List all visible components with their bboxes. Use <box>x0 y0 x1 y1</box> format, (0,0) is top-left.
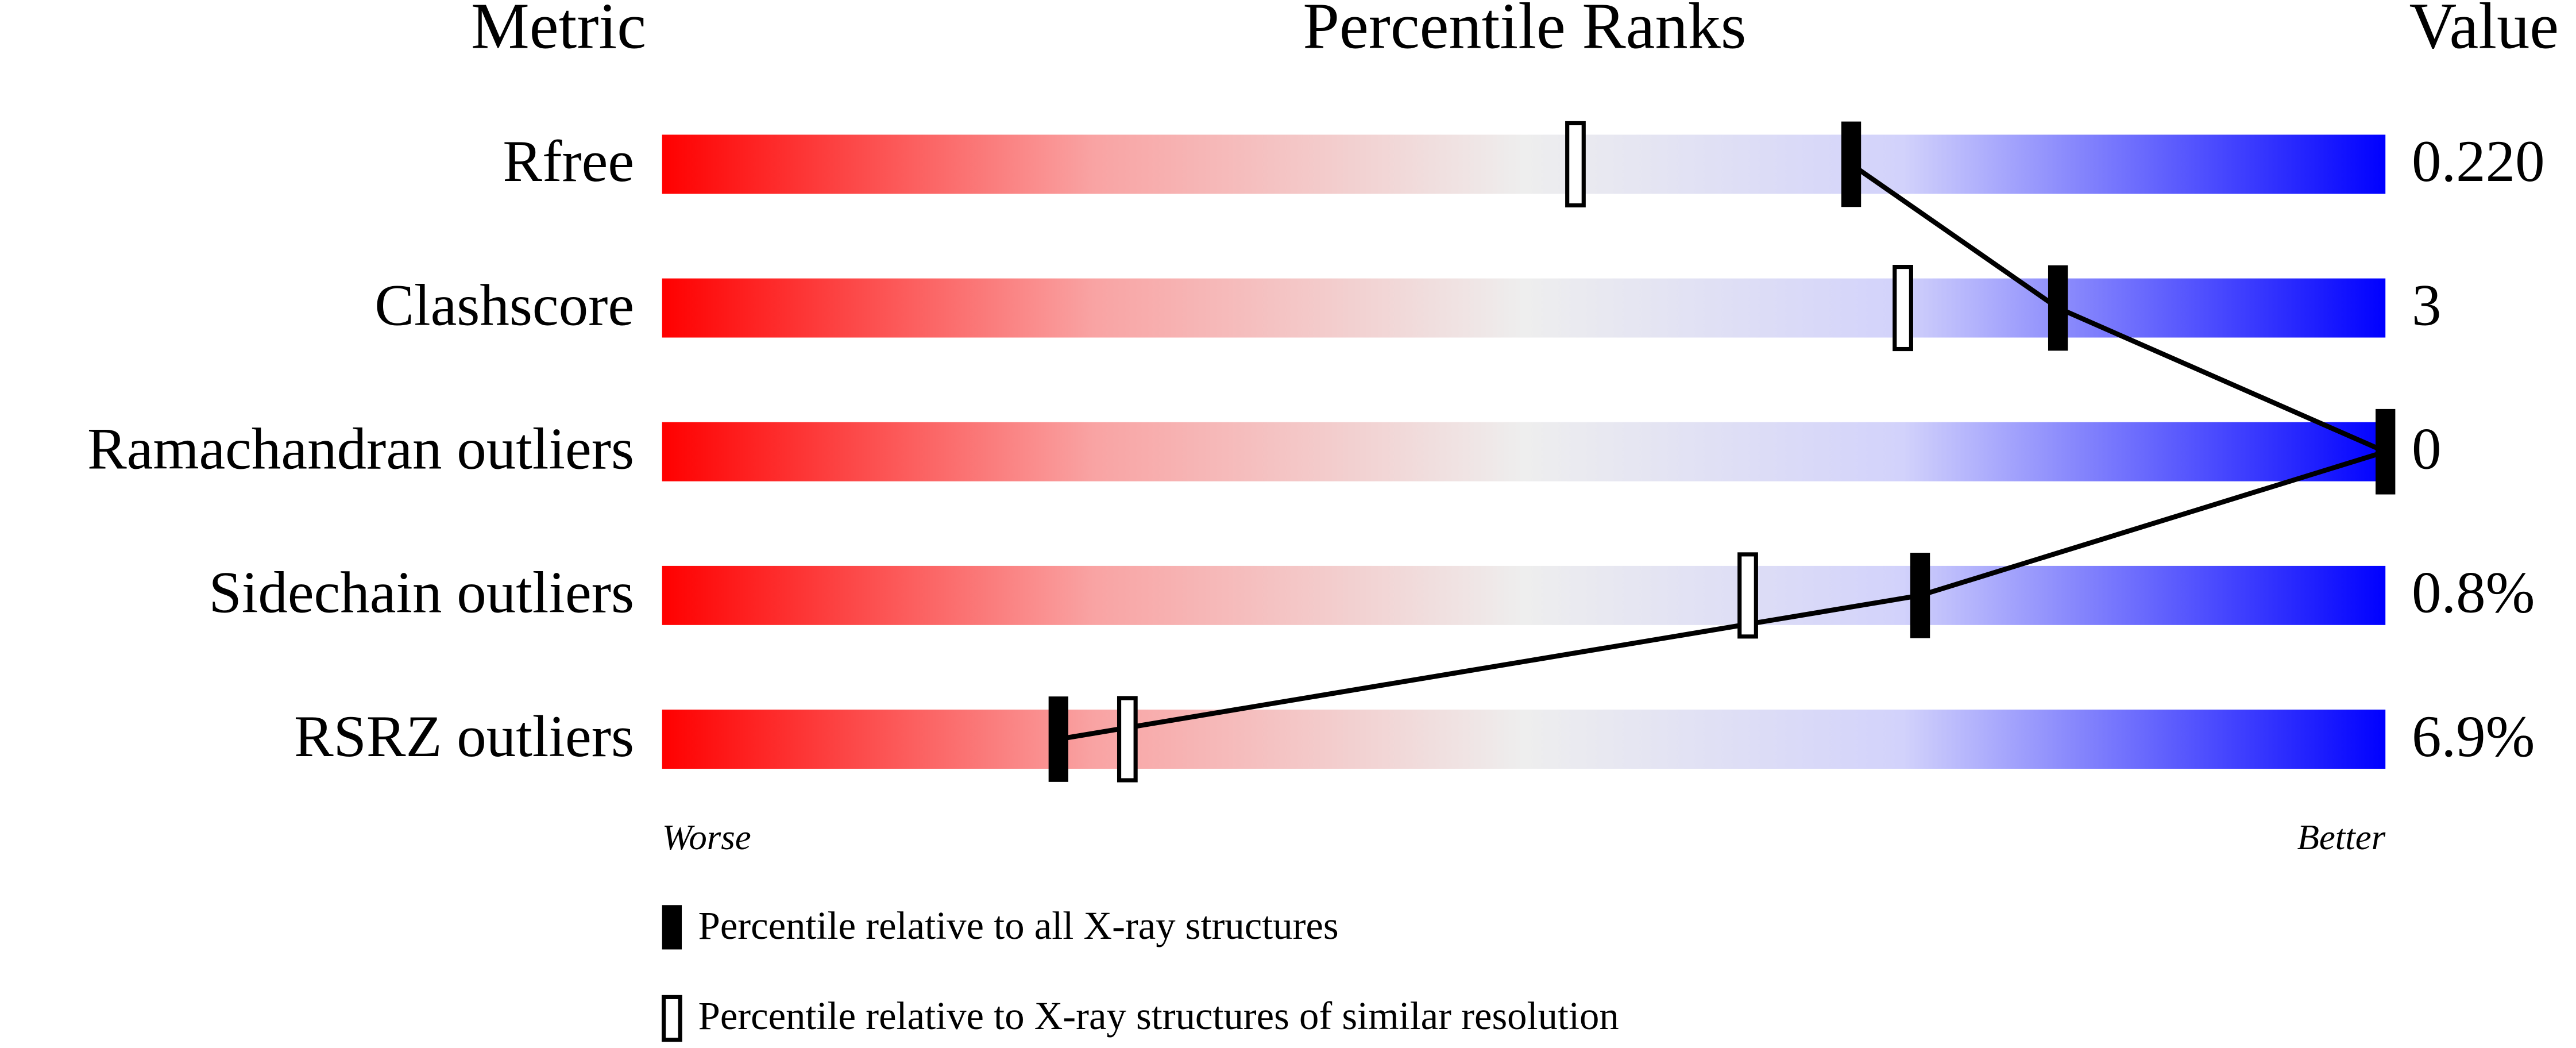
all-structures-marker <box>2048 265 2068 351</box>
legend-label: Percentile relative to X-ray structures … <box>698 994 1619 1038</box>
legend-filled-marker <box>662 905 682 950</box>
axis-worse: Worse <box>662 817 751 857</box>
value-label: 0.220 <box>2412 129 2545 194</box>
legend-open-marker <box>661 995 682 1042</box>
value-label: 0 <box>2412 417 2441 482</box>
percentile-bar <box>662 422 2386 481</box>
similar-resolution-marker <box>1117 696 1138 783</box>
value-label: 3 <box>2412 272 2441 338</box>
value-label: 0.8% <box>2412 560 2535 626</box>
similar-resolution-marker <box>1565 121 1586 207</box>
all-structures-marker <box>1841 121 1861 207</box>
axis-better: Better <box>2297 817 2385 857</box>
header-metric: Metric <box>471 0 646 62</box>
metric-label: Rfree <box>503 129 634 194</box>
percentile-bar <box>662 278 2386 338</box>
metric-label: RSRZ outliers <box>294 704 634 769</box>
header-percentile: Percentile Ranks <box>1303 0 1746 62</box>
legend-label: Percentile relative to all X-ray structu… <box>698 904 1339 947</box>
similar-resolution-marker <box>1893 265 1913 352</box>
all-structures-marker <box>1048 696 1068 782</box>
metric-label: Clashscore <box>374 272 634 338</box>
similar-resolution-marker <box>1737 552 1758 639</box>
percentile-bar <box>662 565 2386 625</box>
value-label: 6.9% <box>2412 704 2535 769</box>
header-value: Value <box>2409 0 2559 62</box>
percentile-bar <box>662 710 2386 769</box>
all-structures-marker <box>1910 553 1930 638</box>
percentile-bar <box>662 134 2386 194</box>
metric-label: Ramachandran outliers <box>87 417 634 482</box>
metric-label: Sidechain outliers <box>208 560 634 626</box>
all-structures-marker <box>2376 409 2396 495</box>
